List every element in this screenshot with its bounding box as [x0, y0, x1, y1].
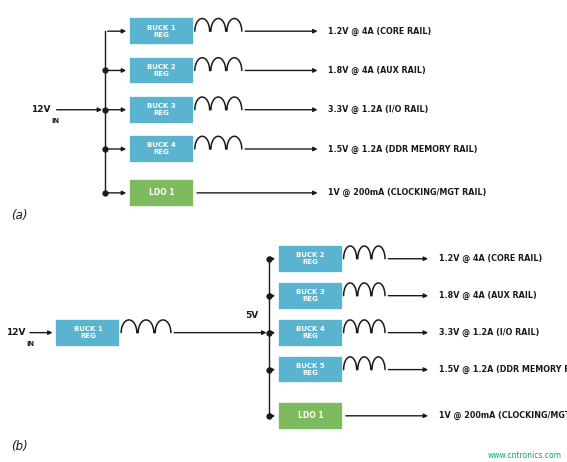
Text: 1.2V @ 4A (CORE RAIL): 1.2V @ 4A (CORE RAIL)	[328, 27, 431, 36]
Text: www.cntronics.com: www.cntronics.com	[487, 451, 561, 460]
FancyBboxPatch shape	[129, 57, 194, 84]
Text: BUCK 4
REG: BUCK 4 REG	[296, 326, 325, 339]
FancyBboxPatch shape	[55, 319, 120, 346]
Text: 1.5V @ 1.2A (DDR MEMORY RAIL): 1.5V @ 1.2A (DDR MEMORY RAIL)	[328, 145, 477, 153]
Text: BUCK 1
REG: BUCK 1 REG	[74, 326, 102, 339]
Text: LDO 1: LDO 1	[149, 188, 175, 197]
Text: 5V: 5V	[246, 311, 259, 320]
FancyBboxPatch shape	[129, 18, 194, 45]
Text: 3.3V @ 1.2A (I/O RAIL): 3.3V @ 1.2A (I/O RAIL)	[328, 105, 428, 114]
Text: IN: IN	[26, 341, 34, 346]
FancyBboxPatch shape	[278, 245, 343, 273]
Text: (a): (a)	[11, 209, 28, 222]
FancyBboxPatch shape	[129, 135, 194, 163]
Text: 1.5V @ 1.2A (DDR MEMORY RAIL): 1.5V @ 1.2A (DDR MEMORY RAIL)	[439, 365, 567, 374]
Text: 3.3V @ 1.2A (I/O RAIL): 3.3V @ 1.2A (I/O RAIL)	[439, 328, 540, 337]
Text: BUCK 1
REG: BUCK 1 REG	[147, 24, 176, 38]
FancyBboxPatch shape	[278, 319, 343, 346]
Text: 1V @ 200mA (CLOCKING/MGT RAIL): 1V @ 200mA (CLOCKING/MGT RAIL)	[328, 188, 486, 197]
Text: 1.2V @ 4A (CORE RAIL): 1.2V @ 4A (CORE RAIL)	[439, 254, 543, 263]
FancyBboxPatch shape	[278, 356, 343, 383]
Text: 1V @ 200mA (CLOCKING/MGT RAIL): 1V @ 200mA (CLOCKING/MGT RAIL)	[439, 411, 567, 420]
Text: BUCK 3
REG: BUCK 3 REG	[147, 103, 176, 116]
Text: BUCK 2
REG: BUCK 2 REG	[296, 252, 325, 265]
FancyBboxPatch shape	[129, 96, 194, 123]
Text: BUCK 5
REG: BUCK 5 REG	[296, 363, 325, 376]
Text: LDO 1: LDO 1	[298, 411, 323, 420]
Text: 1.8V @ 4A (AUX RAIL): 1.8V @ 4A (AUX RAIL)	[439, 291, 537, 300]
Text: (b): (b)	[11, 440, 28, 453]
FancyBboxPatch shape	[129, 179, 194, 207]
FancyBboxPatch shape	[278, 282, 343, 310]
Text: IN: IN	[52, 118, 60, 124]
Text: 12V: 12V	[6, 328, 26, 337]
Text: BUCK 4
REG: BUCK 4 REG	[147, 142, 176, 156]
Text: BUCK 3
REG: BUCK 3 REG	[296, 289, 325, 302]
Text: 1.8V @ 4A (AUX RAIL): 1.8V @ 4A (AUX RAIL)	[328, 66, 425, 75]
Text: BUCK 2
REG: BUCK 2 REG	[147, 64, 176, 77]
FancyBboxPatch shape	[278, 402, 343, 430]
Text: 12V: 12V	[32, 105, 51, 114]
